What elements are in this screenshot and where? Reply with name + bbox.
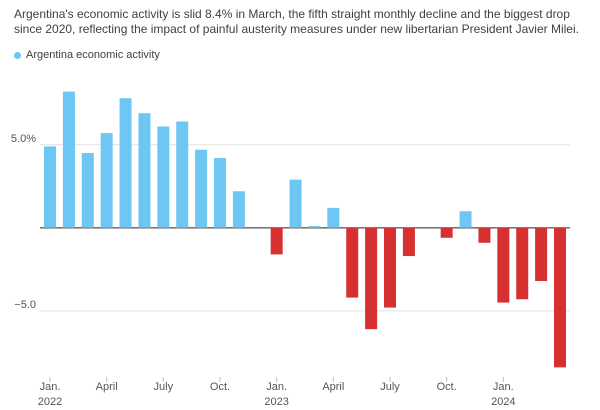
bar [81,153,94,228]
bar [62,91,75,228]
bar [516,227,529,300]
bar [214,158,226,228]
bar [346,227,359,298]
bar [308,226,321,228]
x-tick-label: April [322,381,344,393]
x-year-label: 2024 [491,396,515,408]
bar [327,207,340,228]
x-tick-label: April [96,381,118,393]
x-year-label: 2023 [264,396,288,408]
bars [44,91,566,368]
bar [478,227,491,243]
legend-swatch [14,51,21,59]
y-tick-label: −5.0 [14,299,36,311]
x-year-label: 2022 [38,396,62,408]
bar [289,179,302,228]
bar [119,98,132,228]
bar [440,227,453,238]
x-tick-label: Jan. [40,381,61,393]
bar [195,149,208,228]
bar [459,211,472,228]
legend-label: Argentina economic activity [26,49,160,61]
bar [384,227,396,308]
x-tick-label: Oct. [437,381,457,393]
chart-subtitle: Argentina's economic activity is slid 8.… [14,7,579,36]
axes: Jan. 2022 April July Oct. Jan. 2023 April July Oc… [38,377,516,408]
y-tick-label: 5.0% [11,133,36,145]
x-tick-label: Oct. [210,381,230,393]
chart-legend: Argentina economic activity [14,49,160,61]
x-tick-label: Jan. [493,381,514,393]
x-tick-label: July [154,381,174,393]
bar [100,133,113,228]
bar [44,146,56,228]
bar [365,227,378,330]
x-tick-label: Jan. [266,381,287,393]
bar [232,191,245,228]
bar [138,113,151,228]
bar [497,227,510,303]
bar [554,227,566,368]
x-tick-label: July [380,381,400,393]
bar [270,227,283,255]
bar [176,121,189,228]
bar [402,227,415,257]
bar [157,126,170,228]
bar [535,227,548,281]
